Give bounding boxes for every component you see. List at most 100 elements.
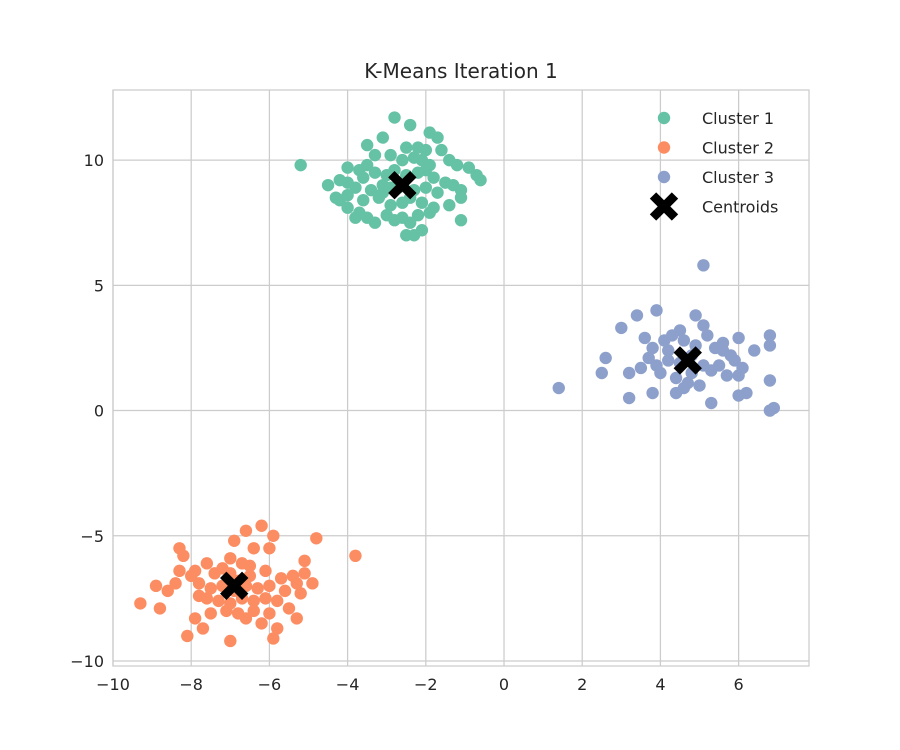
centroid-stroke — [649, 192, 679, 221]
data-point — [321, 178, 335, 192]
data-point — [274, 572, 288, 585]
data-point — [411, 209, 425, 222]
data-point — [263, 607, 276, 620]
data-point — [388, 111, 401, 124]
data-point — [388, 163, 401, 177]
data-point — [364, 183, 378, 197]
data-point — [403, 216, 417, 229]
data-point — [454, 214, 468, 227]
x-tick-label: −6 — [258, 675, 282, 694]
data-point — [341, 161, 354, 174]
data-point — [298, 567, 311, 580]
data-point — [658, 334, 671, 347]
data-point — [267, 632, 280, 645]
data-point — [243, 559, 257, 573]
data-point — [650, 304, 663, 317]
chart-title: K-Means Iteration 1 — [364, 59, 557, 83]
data-point — [255, 519, 268, 532]
data-point — [716, 344, 730, 357]
data-point — [419, 143, 433, 157]
centroid-stroke — [673, 346, 702, 375]
x-tick-label: −2 — [414, 675, 438, 694]
data-point — [431, 131, 444, 144]
data-point — [294, 587, 307, 600]
data-point — [693, 379, 706, 392]
y-tick-label: 0 — [94, 402, 104, 421]
data-point — [153, 602, 167, 615]
data-point — [204, 607, 217, 620]
data-point — [388, 214, 401, 227]
data-point — [271, 622, 284, 635]
data-point — [415, 196, 429, 209]
legend-label: Centroids — [702, 198, 778, 217]
x-tick-label: 6 — [734, 675, 744, 694]
data-point — [763, 374, 777, 387]
data-point — [599, 351, 612, 365]
data-point — [697, 259, 710, 272]
data-point — [188, 612, 202, 625]
data-point — [185, 569, 198, 583]
data-point — [697, 319, 710, 332]
data-point — [384, 199, 397, 212]
centroid-marker — [673, 346, 702, 375]
data-point — [654, 366, 667, 380]
data-point — [400, 141, 413, 154]
data-point — [419, 163, 433, 177]
data-point — [701, 329, 714, 342]
data-point — [239, 524, 253, 537]
data-point — [360, 138, 374, 152]
data-point — [173, 564, 186, 578]
data-point — [169, 577, 182, 590]
data-point — [552, 381, 565, 395]
axis-ticks: −10 −8 −6 −4 −2 0 2 4 6 −10 −5 0 5 10 — [70, 151, 743, 694]
data-point — [263, 542, 276, 555]
data-point — [368, 216, 382, 229]
data-point — [341, 201, 354, 214]
data-point — [763, 404, 777, 417]
data-point — [443, 199, 456, 212]
x-tick-label: −4 — [336, 675, 360, 694]
data-point — [368, 148, 382, 162]
data-point — [349, 211, 362, 224]
data-point — [357, 193, 370, 207]
data-point — [662, 354, 675, 367]
data-point — [333, 193, 346, 207]
data-point — [376, 178, 389, 192]
x-tick-label: 0 — [499, 675, 509, 694]
data-point — [622, 366, 636, 380]
data-point — [368, 166, 382, 179]
legend-centroid-swatch — [649, 192, 679, 221]
data-point — [748, 344, 761, 357]
data-point — [450, 158, 464, 172]
data-point — [192, 589, 206, 603]
data-point — [251, 582, 264, 595]
legend: Cluster 1 Cluster 2 Cluster 3 Centroids — [649, 109, 778, 221]
data-point — [255, 617, 268, 630]
data-point — [642, 351, 655, 365]
data-point — [196, 622, 210, 635]
data-point — [134, 597, 147, 610]
data-point — [259, 564, 272, 578]
x-tick-label: −8 — [179, 675, 203, 694]
x-tick-label: −10 — [96, 675, 130, 694]
data-point — [646, 386, 659, 400]
data-point — [396, 153, 409, 167]
data-point — [669, 371, 683, 385]
data-point — [247, 604, 260, 618]
data-point — [204, 582, 217, 595]
data-point — [259, 592, 272, 605]
y-tick-label: −5 — [80, 527, 104, 546]
legend-label: Cluster 2 — [702, 139, 774, 158]
data-point — [431, 186, 444, 199]
data-point — [181, 629, 194, 643]
legend-label: Cluster 1 — [702, 109, 774, 128]
legend-swatch — [657, 141, 671, 154]
plot-frame — [112, 89, 810, 667]
data-point — [622, 391, 636, 405]
data-point — [212, 594, 225, 608]
data-point — [419, 181, 433, 194]
data-point — [423, 206, 436, 219]
centroid-stroke — [220, 571, 249, 601]
data-point — [224, 634, 237, 648]
